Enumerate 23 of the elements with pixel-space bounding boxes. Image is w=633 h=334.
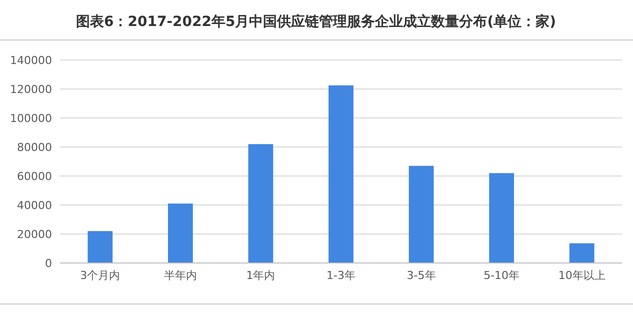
x-tick-label: 半年内 — [164, 269, 197, 282]
bar — [248, 144, 274, 263]
x-tick-label: 1-3年 — [326, 269, 356, 282]
x-tick-label: 1年内 — [246, 269, 276, 282]
y-tick-label: 0 — [45, 257, 52, 270]
y-tick-label: 100000 — [10, 112, 52, 125]
y-tick-label: 140000 — [10, 54, 52, 67]
y-tick-label: 20000 — [17, 228, 52, 241]
y-tick-label: 40000 — [17, 199, 52, 212]
bar — [408, 166, 434, 263]
bar — [168, 204, 193, 263]
bar — [328, 85, 354, 263]
x-tick-label: 5-10年 — [484, 269, 520, 282]
y-tick-label: 120000 — [10, 83, 52, 96]
x-tick-label: 3-5年 — [406, 269, 436, 282]
y-tick-label: 80000 — [17, 141, 52, 154]
bar — [489, 173, 514, 263]
x-tick-label: 3个月内 — [80, 269, 120, 282]
bar — [88, 231, 113, 263]
x-tick-label: 10年以上 — [558, 269, 606, 282]
y-tick-label: 60000 — [17, 170, 52, 183]
chart-title: 图表6：2017-2022年5月中国供应链管理服务企业成立数量分布(单位：家) — [76, 13, 556, 30]
bar — [569, 243, 594, 263]
